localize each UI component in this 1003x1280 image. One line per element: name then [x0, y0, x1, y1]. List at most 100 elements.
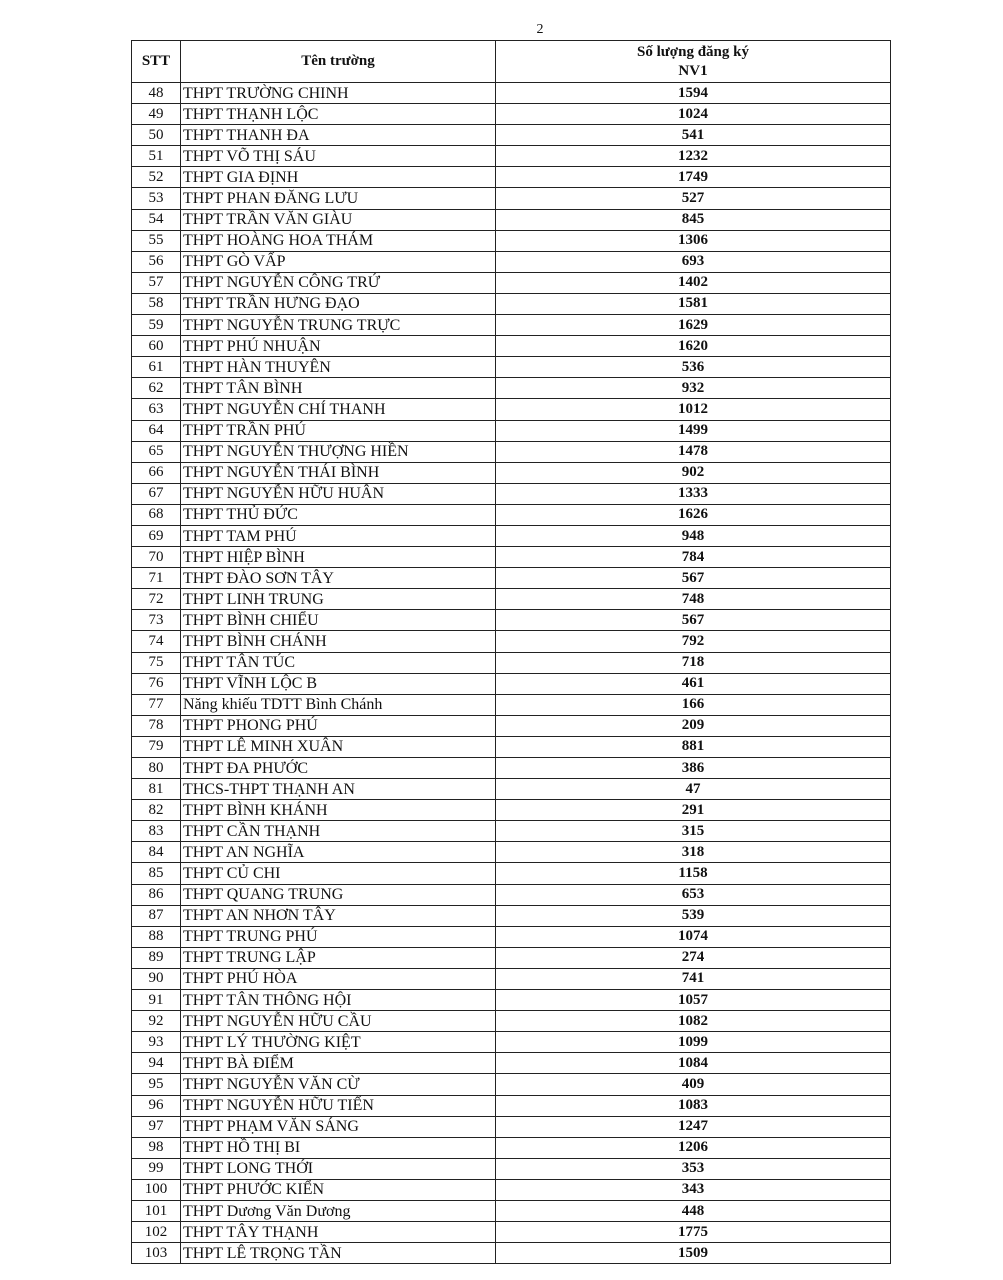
table-cell: 51 — [131, 145, 181, 168]
table-row: 63 THPT NGUYỄN CHÍ THANH 1012 — [131, 398, 891, 421]
page-number: 2 — [536, 22, 544, 37]
table-cell: 47 — [495, 778, 891, 801]
table-cell: THPT AN NGHĨA — [180, 841, 496, 864]
table-row: 66 THPT NGUYỄN THÁI BÌNH 902 — [131, 461, 891, 484]
table-cell: 845 — [495, 208, 891, 231]
table-row: 51 THPT VÕ THỊ SÁU 1232 — [131, 145, 891, 168]
table-cell: THPT HIỆP BÌNH — [180, 546, 496, 569]
table-cell: 48 — [131, 81, 181, 105]
table-cell: 92 — [131, 1010, 181, 1033]
table-cell: 409 — [495, 1073, 891, 1096]
table-row: 82 THPT BÌNH KHÁNH 291 — [131, 799, 891, 822]
table-cell: 72 — [131, 588, 181, 611]
table-cell: 68 — [131, 503, 181, 526]
table-cell: THPT THANH ĐA — [180, 124, 496, 147]
table-cell: 527 — [495, 187, 891, 210]
table-cell: THPT TÂN TÚC — [180, 651, 496, 674]
table-cell: THPT VĨNH LỘC B — [180, 672, 496, 695]
table-cell: 1024 — [495, 103, 891, 126]
table-row: 103 THPT LÊ TRỌNG TẦN 1509 — [131, 1242, 891, 1265]
table-cell: THPT LINH TRUNG — [180, 588, 496, 611]
table-row: 97 THPT PHẠM VĂN SÁNG 1247 — [131, 1115, 891, 1138]
table-row: 80 THPT ĐA PHƯỚC 386 — [131, 756, 891, 780]
table-cell: 1478 — [495, 440, 891, 463]
table-cell: 881 — [495, 735, 891, 759]
table-cell: 75 — [131, 651, 181, 674]
table-row: 83 THPT CẦN THẠNH 315 — [131, 820, 891, 843]
table-cell: THPT NGUYỄN HỮU TIẾN — [180, 1094, 496, 1117]
table-row: 79 THPT LÊ MINH XUÂN 881 — [131, 735, 891, 759]
table-cell: 50 — [131, 124, 181, 147]
table-cell: 83 — [131, 820, 181, 843]
table-cell: 1099 — [495, 1031, 891, 1054]
table-cell: 1206 — [495, 1136, 891, 1159]
table-cell: 741 — [495, 967, 891, 991]
table-cell: THPT NGUYỄN HỮU HUÂN — [180, 482, 496, 505]
table-cell: 448 — [495, 1199, 891, 1223]
table-cell: 94 — [131, 1052, 181, 1075]
table-cell: 948 — [495, 524, 891, 548]
table-cell: 70 — [131, 546, 181, 569]
table-body: 48 THPT TRƯỜNG CHINH 1594 49 THPT THẠNH LỘC 1… — [131, 81, 891, 1265]
table-cell: 536 — [495, 356, 891, 379]
table-row: 99 THPT LONG THỚI 353 — [131, 1157, 891, 1180]
table-cell: 84 — [131, 841, 181, 864]
table-row: 85 THPT CỦ CHI 1158 — [131, 862, 891, 885]
table-cell: THPT THẠNH LỘC — [180, 103, 496, 126]
table-cell: 71 — [131, 567, 181, 590]
table-cell: 386 — [495, 756, 891, 780]
table-row: 67 THPT NGUYỄN HỮU HUÂN 1333 — [131, 482, 891, 505]
table-cell: 58 — [131, 292, 181, 316]
table-cell: 66 — [131, 461, 181, 484]
table-cell: 73 — [131, 609, 181, 632]
table-cell: THPT ĐÀO SƠN TÂY — [180, 567, 496, 590]
table-row: 70 THPT HIỆP BÌNH 784 — [131, 546, 891, 569]
table-row: 90 THPT PHÚ HÒA 741 — [131, 967, 891, 991]
table-cell: THPT NGUYỄN THÁI BÌNH — [180, 461, 496, 484]
table-cell: THPT NGUYỄN CÔNG TRỨ — [180, 271, 496, 294]
table-cell: 1306 — [495, 229, 891, 252]
table-cell: 93 — [131, 1031, 181, 1054]
table-cell: THPT NGUYỄN HỮU CẦU — [180, 1010, 496, 1033]
table-cell: 567 — [495, 609, 891, 632]
table-cell: THPT PHAN ĐĂNG LƯU — [180, 187, 496, 210]
table-cell: 1082 — [495, 1010, 891, 1033]
table-row: 84 THPT AN NGHĨA 318 — [131, 841, 891, 864]
table-cell: 65 — [131, 440, 181, 463]
table-cell: 63 — [131, 398, 181, 421]
table-row: 76 THPT VĨNH LỘC B 461 — [131, 672, 891, 695]
table-row: 81 THCS-THPT THẠNH AN 47 — [131, 778, 891, 801]
table-cell: 96 — [131, 1094, 181, 1117]
table-row: 50 THPT THANH ĐA 541 — [131, 124, 891, 147]
table-cell: THPT AN NHƠN TÂY — [180, 904, 496, 927]
table-cell: 1247 — [495, 1115, 891, 1138]
table-cell: 103 — [131, 1242, 181, 1265]
table-cell: 95 — [131, 1073, 181, 1096]
table-cell: THPT TRƯỜNG CHINH — [180, 81, 496, 105]
table-cell: THPT CẦN THẠNH — [180, 820, 496, 843]
table-cell: THPT BÌNH CHIỂU — [180, 609, 496, 632]
header-cell: Số lượng đăng ký NV1 — [495, 40, 891, 83]
table-cell: 56 — [131, 250, 181, 273]
table-cell: 315 — [495, 820, 891, 843]
table-cell: THPT TRẦN VĂN GIÀU — [180, 208, 496, 231]
table-cell: THPT PHÚ NHUẬN — [180, 335, 496, 358]
table-row: 94 THPT BÀ ĐIỂM 1084 — [131, 1052, 891, 1075]
table-cell: 80 — [131, 756, 181, 780]
table-cell: 1012 — [495, 398, 891, 421]
table-row: 64 THPT TRẦN PHÚ 1499 — [131, 419, 891, 442]
table-row: 54 THPT TRẦN VĂN GIÀU 845 — [131, 208, 891, 231]
table-cell: 902 — [495, 461, 891, 484]
table-cell: THPT LÊ TRỌNG TẦN — [180, 1242, 496, 1265]
header-line: NV1 — [678, 62, 708, 79]
table-cell: 67 — [131, 482, 181, 505]
table-cell: 1158 — [495, 862, 891, 885]
table-cell: 318 — [495, 841, 891, 864]
table-row: 77 Năng khiếu TDTT Bình Chánh 166 — [131, 693, 891, 716]
table-cell: 60 — [131, 335, 181, 358]
table-cell: THPT BÀ ĐIỂM — [180, 1052, 496, 1075]
registration-table: STT Tên trường Số lượng đăng ký NV1 48 TH… — [131, 40, 891, 1265]
table-cell: THPT THỦ ĐỨC — [180, 503, 496, 526]
table-cell: 1074 — [495, 925, 891, 948]
table-cell: 1620 — [495, 335, 891, 358]
